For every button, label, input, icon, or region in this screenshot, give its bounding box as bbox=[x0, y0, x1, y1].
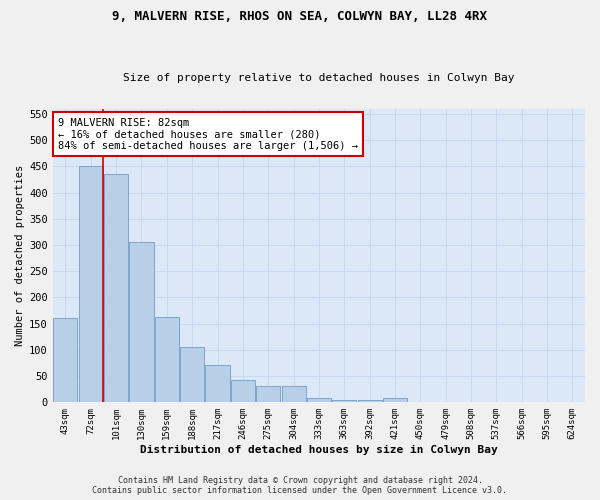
Bar bbox=[180, 348, 204, 403]
Y-axis label: Number of detached properties: Number of detached properties bbox=[15, 165, 25, 346]
Text: 9 MALVERN RISE: 82sqm
← 16% of detached houses are smaller (280)
84% of semi-det: 9 MALVERN RISE: 82sqm ← 16% of detached … bbox=[58, 118, 358, 151]
Bar bbox=[256, 386, 280, 402]
Text: 9, MALVERN RISE, RHOS ON SEA, COLWYN BAY, LL28 4RX: 9, MALVERN RISE, RHOS ON SEA, COLWYN BAY… bbox=[113, 10, 487, 23]
Bar bbox=[79, 166, 103, 402]
Bar bbox=[358, 400, 382, 402]
Bar bbox=[104, 174, 128, 402]
Bar bbox=[332, 400, 356, 402]
Bar bbox=[155, 317, 179, 402]
Title: Size of property relative to detached houses in Colwyn Bay: Size of property relative to detached ho… bbox=[123, 73, 515, 83]
Bar bbox=[281, 386, 305, 402]
Bar bbox=[307, 398, 331, 402]
Bar bbox=[383, 398, 407, 402]
X-axis label: Distribution of detached houses by size in Colwyn Bay: Distribution of detached houses by size … bbox=[140, 445, 498, 455]
Bar bbox=[53, 318, 77, 402]
Bar bbox=[130, 242, 154, 402]
Text: Contains HM Land Registry data © Crown copyright and database right 2024.
Contai: Contains HM Land Registry data © Crown c… bbox=[92, 476, 508, 495]
Bar bbox=[205, 364, 230, 403]
Bar bbox=[231, 380, 255, 402]
